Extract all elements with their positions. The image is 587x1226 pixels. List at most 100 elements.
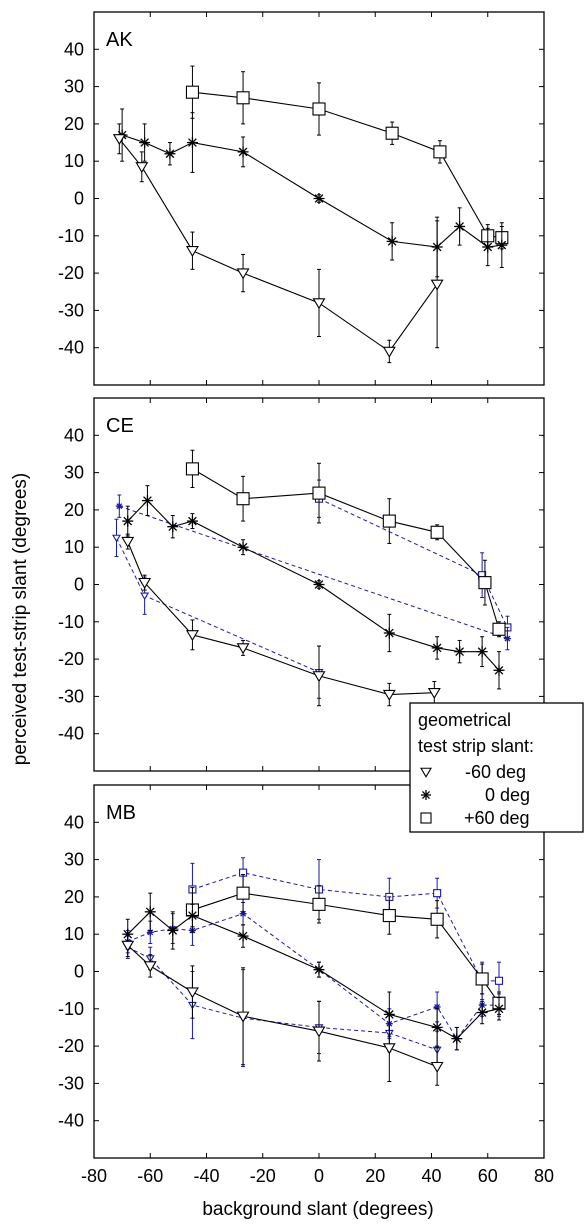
data-point: [454, 221, 465, 232]
data-point: [139, 137, 150, 148]
data-point: [136, 163, 147, 172]
data-point: [313, 487, 325, 499]
legend-asterisk-icon: [421, 790, 431, 800]
y-tick-label: 0: [74, 575, 84, 595]
y-tick-label: -40: [58, 724, 84, 744]
data-point: [383, 910, 395, 922]
series-triangle-down-dashed: [124, 936, 440, 1068]
y-tick-label: -20: [58, 263, 84, 283]
data-point: [116, 503, 123, 510]
y-tick-label: 0: [74, 962, 84, 982]
y-tick-label: -40: [58, 1111, 84, 1131]
data-point: [432, 1062, 443, 1071]
x-tick-label: -80: [81, 1166, 107, 1186]
data-point: [114, 135, 125, 144]
y-tick-label: 10: [64, 151, 84, 171]
legend-marker: [421, 790, 431, 800]
panel-label-ce: CE: [106, 415, 134, 437]
series-asterisk-dashed: [116, 495, 511, 650]
data-point: [186, 86, 198, 98]
legend: geometrical test strip slant: -60 deg 0 …: [410, 703, 583, 832]
data-point: [113, 535, 120, 541]
y-tick-label: -10: [58, 999, 84, 1019]
series-line: [128, 914, 499, 1039]
legend-label: 0 deg: [485, 785, 530, 805]
y-tick-label: -20: [58, 1036, 84, 1056]
y-tick-label: 30: [64, 463, 84, 483]
data-point: [313, 103, 325, 115]
series-line: [128, 542, 435, 695]
data-point: [386, 127, 398, 139]
data-point: [187, 516, 198, 527]
data-point: [384, 627, 395, 638]
data-point: [496, 240, 507, 251]
x-tick-labels: -80 -60 -40 -20 0 20 40 60 80: [81, 1166, 554, 1186]
data-point: [496, 977, 503, 984]
y-tick-label: -30: [58, 686, 84, 706]
y-tick-label: 10: [64, 537, 84, 557]
legend-title-line2: test strip slant:: [418, 736, 534, 756]
panel-label-mb: MB: [106, 802, 136, 824]
data-point: [482, 241, 493, 252]
data-point: [387, 236, 398, 247]
data-point: [314, 579, 325, 590]
data-point: [384, 347, 395, 356]
data-point: [431, 526, 443, 538]
data-point: [187, 137, 198, 148]
data-point: [187, 910, 198, 921]
data-point: [164, 148, 175, 159]
series-line: [128, 912, 499, 1039]
y-tick-label: 0: [74, 189, 84, 209]
y-tick-label: -10: [58, 226, 84, 246]
y-tick-label: 40: [64, 812, 84, 832]
series-asterisk-solid: [122, 486, 504, 689]
data-point: [494, 665, 505, 676]
data-point: [237, 92, 249, 104]
data-point: [434, 890, 441, 897]
x-tick-label: 60: [478, 1166, 498, 1186]
y-tick-labels-ak: 40 30 20 10 0 -10 -20 -30 -40: [58, 39, 84, 357]
data-point: [187, 247, 198, 256]
data-point: [384, 690, 395, 699]
data-point: [238, 931, 249, 942]
y-tick-label: -20: [58, 649, 84, 669]
data-point: [238, 644, 249, 653]
y-tick-labels-mb: 40 30 20 10 0 -10 -20 -30 -40: [58, 812, 84, 1130]
data-point: [238, 269, 249, 278]
series-square-solid: [186, 450, 505, 636]
y-tick-label: 30: [64, 850, 84, 870]
y-tick-label: 20: [64, 500, 84, 520]
legend-marker: [421, 813, 431, 823]
y-tick-label: 10: [64, 924, 84, 944]
data-point: [494, 1003, 505, 1014]
x-tick-label: -60: [137, 1166, 163, 1186]
y-tick-label: -30: [58, 300, 84, 320]
panel-ak: AK: [94, 12, 544, 385]
data-point: [451, 1033, 462, 1044]
y-tick-label: -10: [58, 612, 84, 632]
data-point: [145, 962, 156, 971]
series-triangle-down-solid: [122, 934, 442, 1085]
y-tick-label: 20: [64, 114, 84, 134]
legend-square-icon: [421, 813, 431, 823]
data-point: [431, 913, 443, 925]
y-tick-label: -40: [58, 338, 84, 358]
panel-label-ak: AK: [106, 29, 133, 51]
data-point: [167, 521, 178, 532]
y-tick-label: 20: [64, 887, 84, 907]
data-point: [432, 280, 443, 289]
data-point: [187, 988, 198, 997]
data-point: [238, 146, 249, 157]
data-point: [313, 898, 325, 910]
data-point: [122, 537, 133, 546]
series-square-dashed: [189, 858, 503, 1000]
data-point: [476, 973, 488, 985]
series-line: [117, 538, 320, 672]
y-tick-label: 40: [64, 425, 84, 445]
x-tick-label: -20: [250, 1166, 276, 1186]
data-point: [384, 1044, 395, 1053]
data-point: [142, 495, 153, 506]
data-point: [122, 516, 133, 527]
y-tick-label: -30: [58, 1073, 84, 1093]
